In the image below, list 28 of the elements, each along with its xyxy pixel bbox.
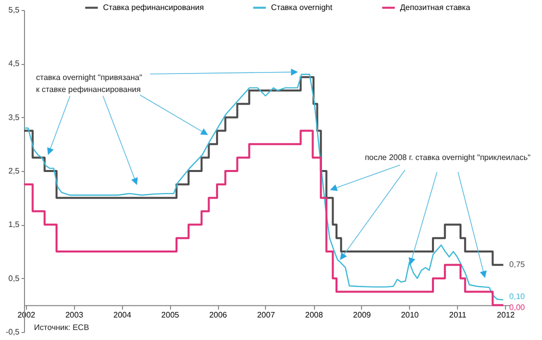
legend-label: Ставка overnight <box>271 2 334 12</box>
x-tick-label: 2002 <box>17 310 36 320</box>
annotation: после 2008 г. ставка overnight "приклеилась" <box>364 152 531 162</box>
x-tick-label: 2007 <box>257 310 276 320</box>
x-tick-label: 2003 <box>65 310 84 320</box>
x-tick-label: 2011 <box>449 310 467 320</box>
x-tick-label: 2008 <box>305 310 324 320</box>
legend-label: Ставка рефинансирования <box>103 2 204 12</box>
annotation: 0,00 <box>509 303 526 312</box>
annotation: 0,75 <box>509 260 526 269</box>
annotation: к ставке рефинансирования <box>36 85 141 94</box>
x-tick-label: 2006 <box>209 310 228 320</box>
y-tick-label: -0,5 <box>6 328 20 336</box>
y-tick-label: 3,5 <box>8 112 20 122</box>
y-tick-label: 5,5 <box>8 6 20 14</box>
x-tick-label: 2005 <box>161 310 180 320</box>
legend-label: Депозитная ставка <box>400 2 471 12</box>
annotation: Источник: ECB <box>34 323 90 332</box>
x-tick-label: 2012 <box>496 310 516 320</box>
y-tick-label: 2,5 <box>8 166 20 176</box>
x-tick-label: 2010 <box>400 310 420 320</box>
annotation: 0,10 <box>509 292 526 301</box>
x-tick-label: 2009 <box>353 310 372 320</box>
annotation: ставка overnight "привязана" <box>36 73 142 82</box>
y-tick-label: 1,5 <box>8 220 20 230</box>
y-tick-label: 0,5 <box>8 274 20 283</box>
x-tick-label: 2004 <box>113 310 132 320</box>
y-tick-label: 4,5 <box>8 59 20 68</box>
